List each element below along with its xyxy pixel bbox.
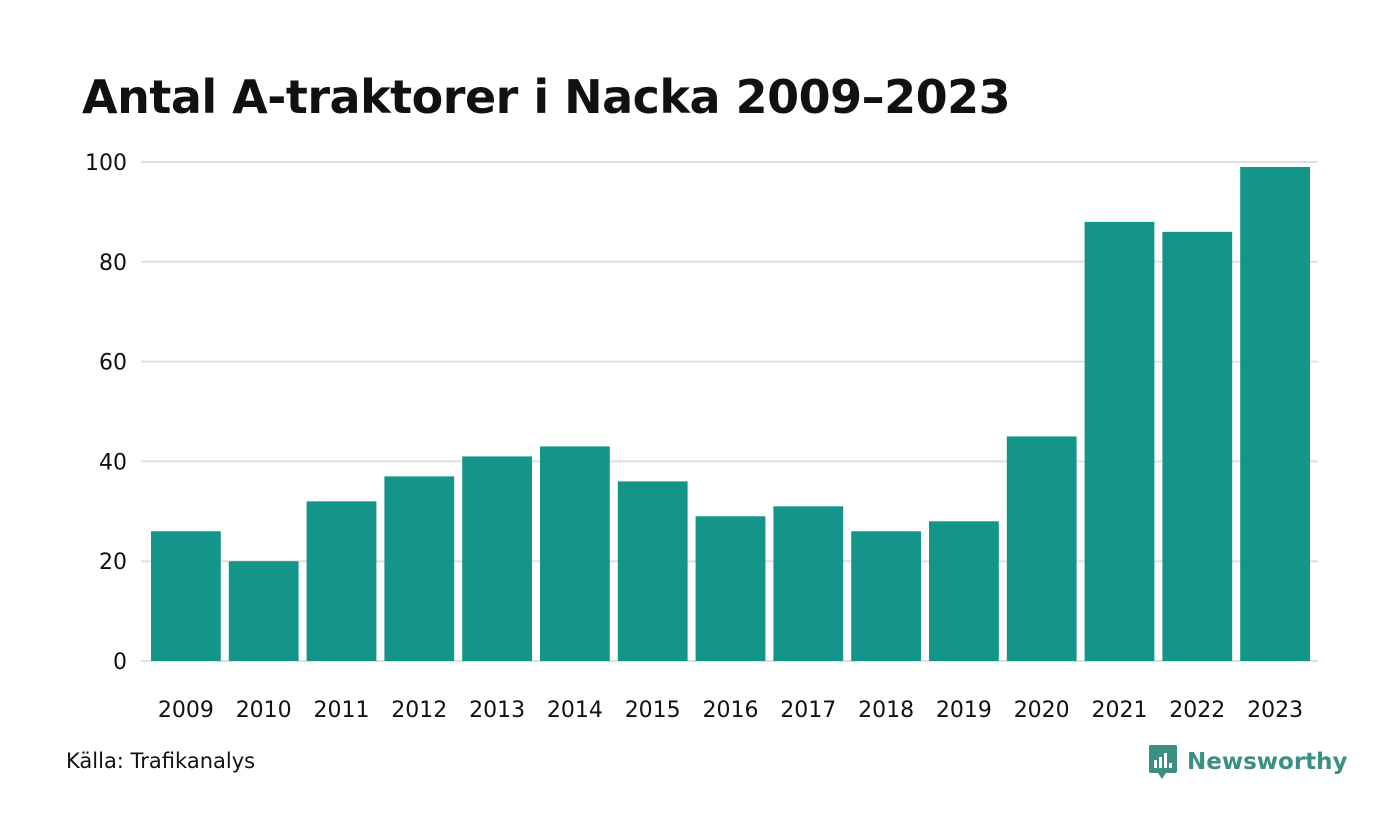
- x-axis-ticks: 2009 2010 2011 2012 2013 2014 2015 2016 2017 2018…: [158, 698, 1303, 723]
- bar-2022: [1162, 231, 1233, 662]
- bar-2016: [695, 516, 766, 661]
- bar-2021: [1084, 221, 1155, 661]
- x-tick-label: 2017: [780, 698, 836, 723]
- x-tick-label: 2020: [1014, 698, 1070, 723]
- bar-2023: [1240, 166, 1310, 662]
- x-tick-label: 2016: [703, 698, 759, 723]
- bar-2017: [773, 506, 844, 661]
- bar-2009: [151, 531, 221, 661]
- x-tick-label: 2015: [625, 698, 681, 723]
- bar-chart: 0 20 40 60 80 100 2009 2010 2011 2012 2013 2014 201…: [85, 151, 1318, 723]
- bar-2013: [462, 456, 532, 661]
- y-tick-label: 0: [113, 650, 127, 675]
- bar-2015: [617, 481, 688, 661]
- x-tick-label: 2013: [469, 698, 525, 723]
- x-tick-label: 2022: [1169, 698, 1225, 723]
- source-note: Källa: Trafikanalys: [66, 749, 256, 773]
- x-tick-label: 2019: [936, 698, 992, 723]
- y-tick-label: 40: [99, 450, 127, 475]
- y-tick-label: 20: [99, 550, 127, 575]
- x-tick-label: 2011: [314, 698, 370, 723]
- brand: Newsworthy: [1148, 744, 1348, 780]
- bar-2011: [306, 501, 377, 661]
- x-tick-label: 2009: [158, 698, 214, 723]
- y-tick-label: 80: [99, 251, 127, 276]
- x-tick-label: 2012: [391, 698, 447, 723]
- bar-2020: [1006, 436, 1077, 661]
- x-tick-label: 2010: [236, 698, 292, 723]
- x-tick-label: 2023: [1247, 698, 1303, 723]
- bar-2019: [929, 521, 999, 661]
- bar-2012: [384, 476, 455, 661]
- y-axis-ticks: 0 20 40 60 80 100: [85, 151, 127, 675]
- bar-2018: [851, 531, 921, 661]
- y-tick-label: 60: [99, 351, 127, 376]
- brand-name: Newsworthy: [1187, 749, 1348, 775]
- newsworthy-logo-icon: [1149, 745, 1177, 779]
- x-tick-label: 2018: [858, 698, 914, 723]
- x-tick-label: 2021: [1092, 698, 1148, 723]
- x-tick-label: 2014: [547, 698, 603, 723]
- bar-2014: [540, 446, 610, 661]
- y-tick-label: 100: [85, 151, 127, 176]
- bar-2010: [228, 561, 299, 661]
- chart-title: Antal A-traktorer i Nacka 2009–2023: [82, 70, 1011, 124]
- bars: [151, 166, 1310, 662]
